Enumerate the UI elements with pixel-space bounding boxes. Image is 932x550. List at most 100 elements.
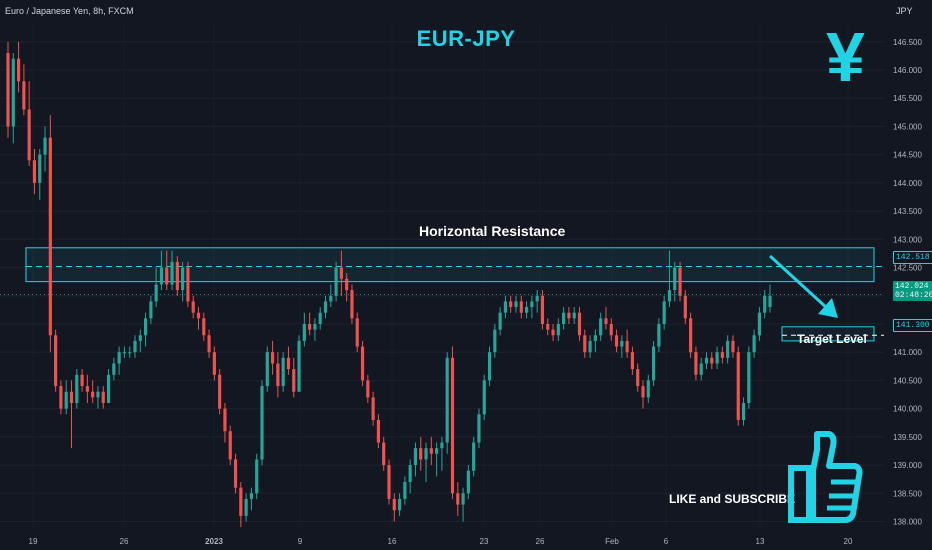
candle-body [435,448,439,454]
x-tick-label: 19 [29,537,38,546]
y-tick-label: 139.500 [893,433,922,442]
candle-body [493,329,497,353]
candle-body [456,493,460,505]
candle-body [80,374,84,387]
candle-body [149,301,153,319]
candle-body [440,442,444,449]
candle-body [556,323,560,336]
candle-body [292,369,296,392]
candle-body [101,391,105,403]
candle-body [551,329,555,336]
x-tick-label: 9 [298,537,303,546]
candle-body [673,267,677,291]
candle-body [181,267,185,291]
target-label: Target Level [797,332,867,346]
candle-body [308,323,312,330]
y-tick-label: 140.000 [893,405,922,414]
candle-body [334,267,338,296]
candle-body [630,352,635,370]
candle-body [689,318,693,353]
candle-body [75,374,79,403]
x-tick-label: 16 [388,537,397,546]
candle-body [625,340,629,353]
candle-body [106,374,111,403]
candle-body [509,301,513,308]
candle-body [360,346,365,381]
x-tick-label: 13 [756,537,765,546]
candle-body [599,318,603,336]
candle-body [641,386,645,398]
candle-body [43,137,47,155]
candle-body [329,295,333,302]
candle-body [48,137,52,336]
candle-body [302,323,306,341]
x-tick-label: 2023 [205,537,223,546]
candle-body [85,386,89,392]
candle-body [244,498,248,516]
candle-body [154,284,158,302]
y-tick-label: 144.500 [893,151,922,160]
candle-body [646,380,650,398]
y-tick-label: 141.000 [893,348,922,357]
symbol-title[interactable]: Euro / Japanese Yen, 8h, FXCM [5,6,134,16]
candle-body [260,386,264,460]
candle-body [175,261,179,291]
candle-body [376,419,381,443]
candle-body [59,386,63,409]
candle-body [429,448,433,454]
candle-body [366,380,370,398]
candle-body [91,391,95,398]
like-subscribe-label: LIKE and SUBSCRIBE [669,492,796,506]
candle-body [228,431,232,460]
candle-body [747,352,751,403]
candle-body [265,352,269,387]
candle-body [604,318,608,324]
candle-body [297,340,301,392]
candle-body [286,357,291,370]
candle-body [64,391,68,409]
candle-body [519,301,523,313]
y-tick-label: 138.000 [893,518,922,527]
currency-label: JPY [896,6,913,16]
y-tick-label: 145.500 [893,94,922,103]
candle-body [138,335,142,341]
candle-body [683,295,687,319]
candle-body [498,312,502,330]
target-price-tag: 141.300 [893,319,932,332]
candle-body [350,290,354,319]
candle-body [11,58,15,127]
candle-body [133,340,137,353]
arrow-head [818,298,838,318]
candle-body [572,312,576,319]
candle-body [32,160,37,183]
candle-body [27,109,31,161]
x-tick-label: 26 [536,537,545,546]
candle-body [524,307,529,313]
candle-body [255,459,259,494]
candle-body [482,380,486,415]
candle-body [239,487,243,516]
candle-body [6,53,10,127]
candle-body [588,340,592,353]
candle-body [382,442,386,466]
candle-body [704,357,709,364]
candle-body [477,414,481,443]
candle-body [112,363,116,375]
candle-body [397,498,402,511]
candle-body [503,301,508,313]
candle-body [318,312,322,324]
candle-body [371,397,375,420]
last-price-tag: 142.024 02:48:20 [893,281,932,301]
candle-body [345,278,349,291]
candle-body [461,493,465,505]
candle-body [117,352,121,364]
candle-body [419,448,423,460]
candle-body [487,352,492,381]
candle-body [96,391,100,398]
candle-body [424,448,428,460]
candle-body [657,323,661,347]
candle-body [614,335,619,347]
resistance-price-tag: 142.518 [893,251,932,264]
y-tick-label: 143.500 [893,207,922,216]
